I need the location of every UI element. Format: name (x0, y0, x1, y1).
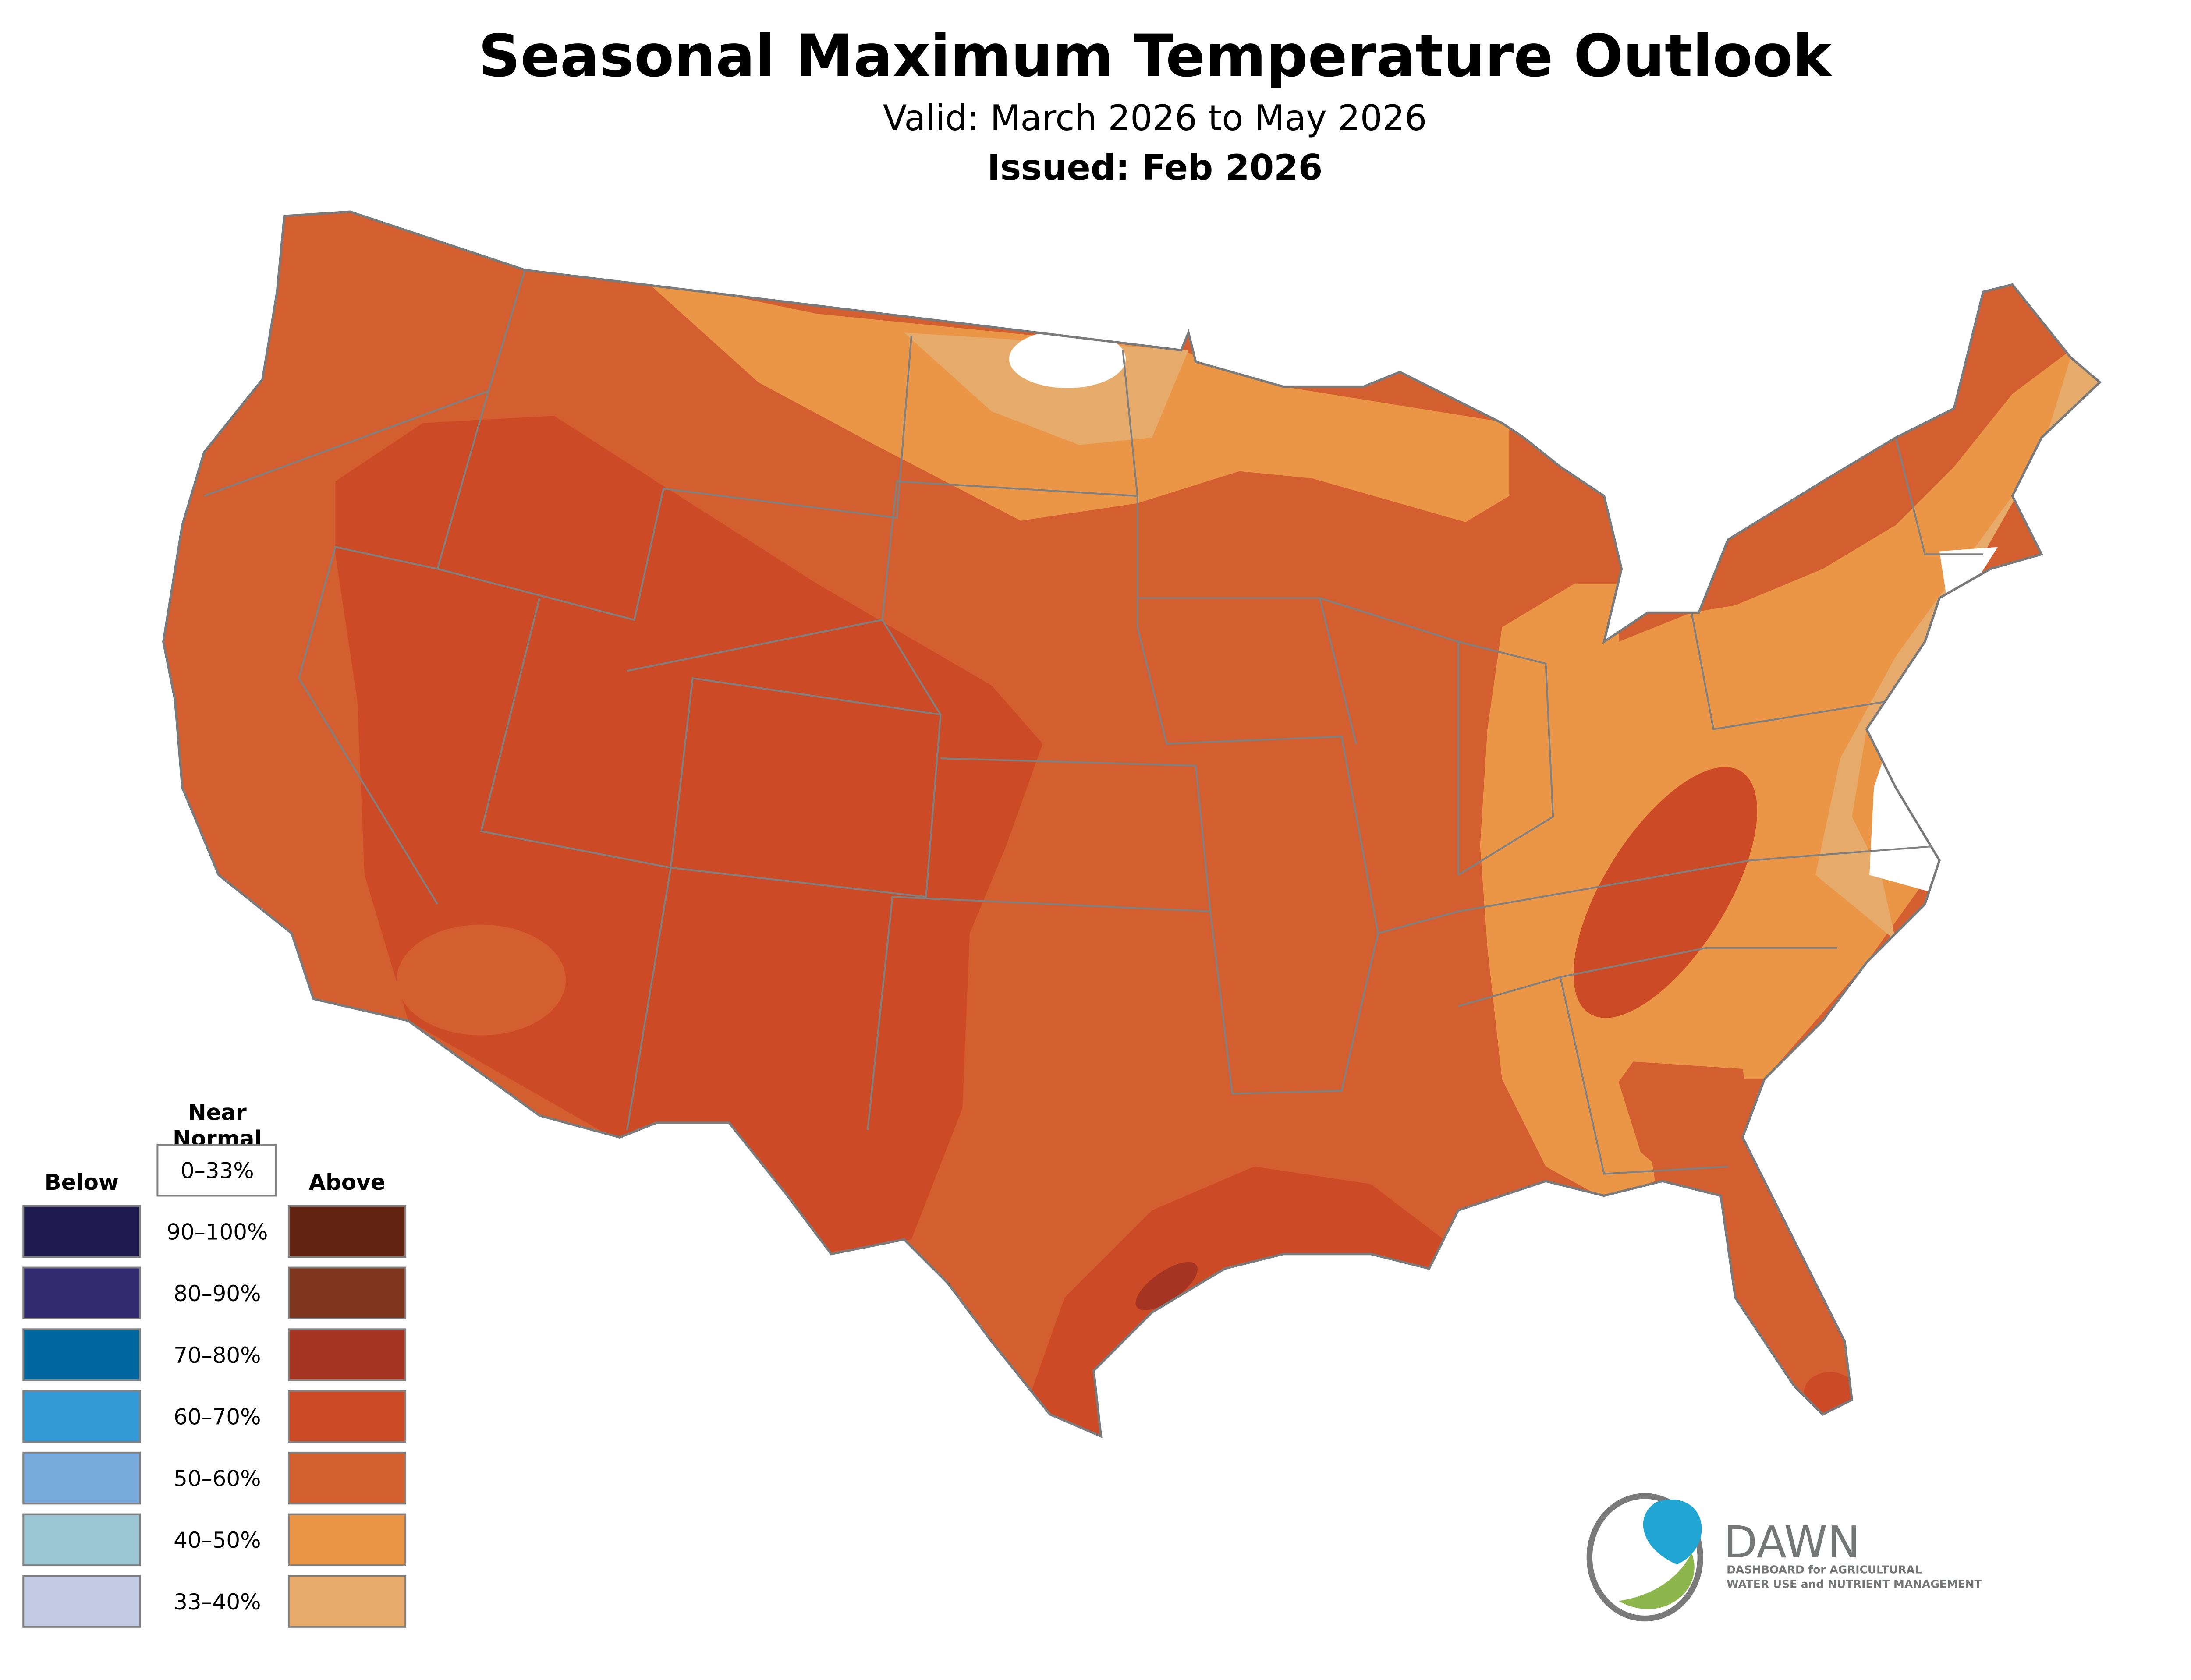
region-above-60-70-florida (1804, 1372, 1857, 1413)
valid-period: Valid: March 2026 to May 2026 (883, 98, 1427, 138)
legend-below-swatch (22, 1390, 141, 1443)
region-above-60-70-tennessee (1573, 767, 1757, 1018)
region-above-50-60-southeast (1618, 1061, 1758, 1184)
legend-below-swatch (22, 1266, 141, 1320)
legend-above-swatch (287, 1513, 407, 1567)
logo-water-drop-icon (1643, 1500, 1702, 1565)
legend-above-label: Above (309, 1170, 386, 1195)
legend-below-swatch (22, 1328, 141, 1381)
logo-name: DAWN (1723, 1517, 1860, 1568)
logo-circuit-icon (1586, 1493, 1703, 1622)
legend-above-swatch (287, 1328, 407, 1381)
logo-tagline-1: DASHBOARD for AGRICULTURAL (1727, 1563, 1922, 1576)
logo-tagline-2: WATER USE and NUTRIENT MANAGEMENT (1727, 1578, 1982, 1591)
region-above-70-80 (1135, 1262, 1198, 1310)
legend: Near Normal 0–33% Below Above 90–100%80–… (22, 1100, 407, 1628)
legend-above-swatch (287, 1390, 407, 1443)
legend-range-label: 50–60% (174, 1466, 261, 1491)
issued-date: Issued: Feb 2026 (987, 147, 1322, 188)
legend-above-swatch (287, 1205, 407, 1258)
region-above-60-70-west (335, 416, 1043, 1254)
legend-above-swatch (287, 1575, 407, 1628)
legend-above-swatch (287, 1266, 407, 1320)
state-boundaries (204, 269, 1983, 1175)
legend-range-label: 70–80% (174, 1343, 261, 1368)
legend-above-swatch (287, 1451, 407, 1505)
legend-near-normal-line1: Near (188, 1100, 247, 1125)
logo-leaf-icon (1618, 1553, 1695, 1609)
legend-below-label: Below (45, 1170, 119, 1195)
legend-below-swatch (22, 1451, 141, 1505)
region-near-normal-north (1009, 329, 1126, 388)
map-title: Seasonal Maximum Temperature Outlook (479, 22, 1833, 90)
legend-near-normal-range: 0–33% (181, 1158, 254, 1184)
legend-range-label: 40–50% (174, 1528, 261, 1553)
legend-range-label: 60–70% (174, 1404, 261, 1430)
legend-range-label: 33–40% (174, 1589, 261, 1615)
legend-below-swatch (22, 1575, 141, 1628)
region-above-50-60-arizona (397, 924, 566, 1036)
region-near-normal-east (1869, 547, 1998, 893)
legend-below-swatch (22, 1513, 141, 1567)
legend-near-normal-swatch (156, 1144, 277, 1197)
dawn-logo: DAWN DASHBOARD for AGRICULTURAL WATER US… (1586, 1493, 1982, 1622)
us-map (163, 212, 2100, 1436)
legend-range-label: 80–90% (174, 1281, 261, 1306)
legend-range-label: 90–100% (167, 1219, 268, 1245)
legend-below-swatch (22, 1205, 141, 1258)
